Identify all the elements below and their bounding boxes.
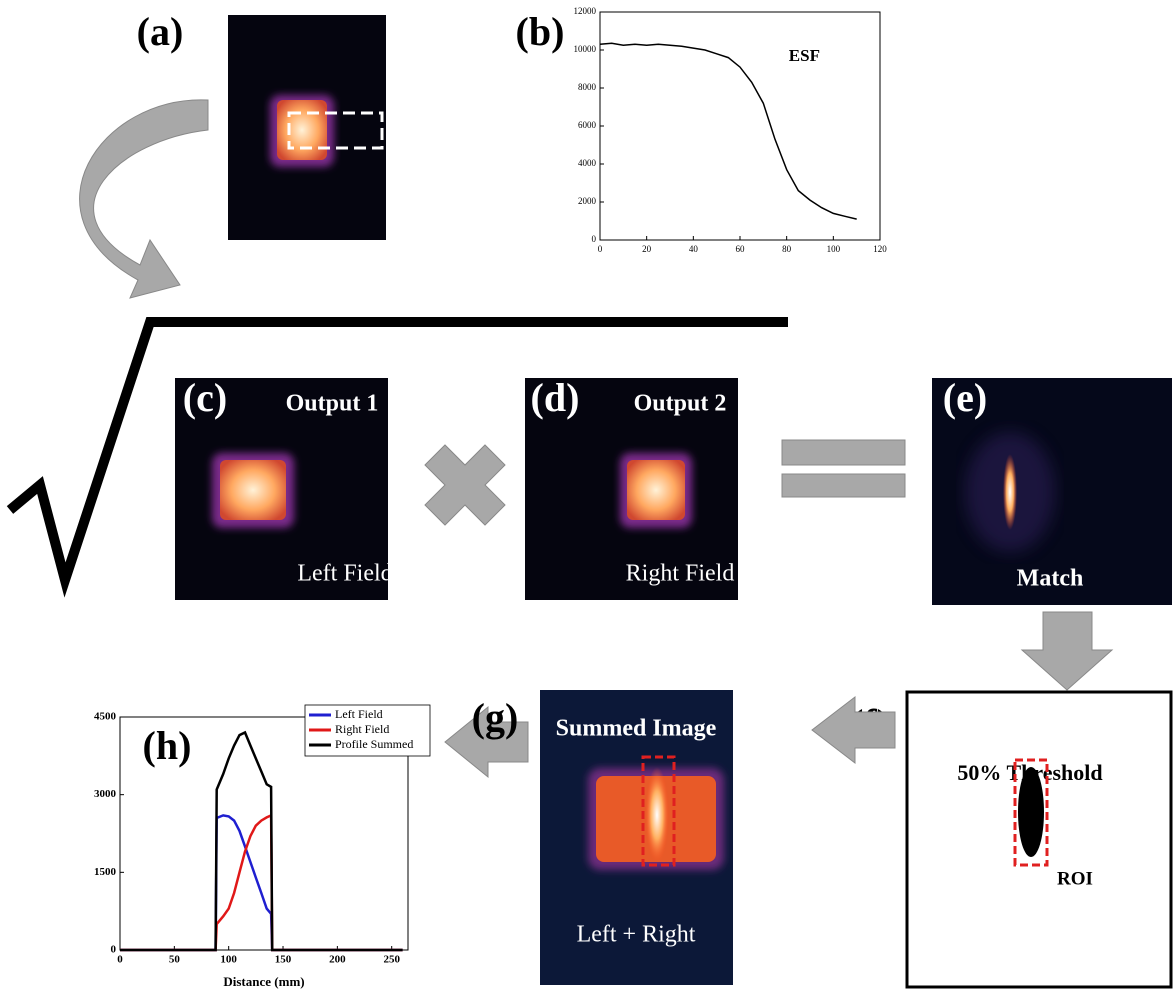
equals-sign — [782, 474, 905, 497]
x-tick-label: 60 — [736, 244, 746, 254]
y-tick-label: 2000 — [578, 196, 597, 206]
figure: (a) (b) (c) Output 1 Left Field (d) Outp… — [0, 0, 1174, 992]
panel-label: (e) — [943, 375, 987, 420]
legend-label: Right Field — [335, 722, 389, 736]
panel-label: (b) — [516, 9, 565, 54]
x-axis-label: Distance (mm) — [223, 974, 304, 989]
panel-label: (h) — [143, 723, 192, 768]
y-tick-label: 0 — [111, 944, 117, 956]
x-tick-label: 100 — [220, 954, 237, 966]
panel-label: (c) — [183, 375, 227, 420]
x-tick-label: 200 — [329, 954, 346, 966]
x-tick-label: 50 — [169, 954, 181, 966]
curved-arrow — [80, 100, 208, 298]
y-tick-label: 12000 — [574, 6, 597, 16]
x-tick-label: 80 — [782, 244, 792, 254]
legend-label: Profile Summed — [335, 737, 413, 751]
annotation: ESF — [789, 46, 820, 65]
image-title: Summed Image — [556, 716, 717, 742]
y-tick-label: 4000 — [578, 158, 597, 168]
x-tick-label: 120 — [873, 244, 887, 254]
times-sign — [425, 445, 505, 525]
threshold-region — [1018, 767, 1044, 857]
y-tick-label: 6000 — [578, 120, 597, 130]
x-tick-label: 0 — [117, 954, 123, 966]
x-tick-label: 20 — [642, 244, 652, 254]
line — [120, 815, 403, 950]
panel-label: (d) — [531, 375, 580, 420]
plot-frame — [600, 12, 880, 240]
line — [600, 43, 857, 219]
image-caption: Right Field — [626, 561, 735, 587]
x-tick-label: 0 — [598, 244, 603, 254]
arrow-down — [1022, 612, 1112, 690]
image-caption: Left Field — [297, 561, 392, 587]
image-title: Output 2 — [634, 391, 727, 417]
line — [120, 815, 403, 950]
y-tick-label: 4500 — [94, 711, 117, 723]
legend-label: Left Field — [335, 707, 383, 721]
y-tick-label: 1500 — [94, 866, 117, 878]
x-tick-label: 150 — [275, 954, 292, 966]
x-tick-label: 100 — [827, 244, 841, 254]
roi-label: ROI — [1057, 868, 1093, 889]
panel-label: (a) — [137, 9, 184, 54]
image-caption: Match — [1017, 566, 1084, 592]
equals-sign — [782, 440, 905, 465]
y-tick-label: 3000 — [94, 788, 117, 800]
y-tick-label: 10000 — [574, 44, 597, 54]
x-tick-label: 250 — [383, 954, 400, 966]
image-title: Output 1 — [286, 391, 379, 417]
y-tick-label: 8000 — [578, 82, 597, 92]
panel-label: (g) — [472, 695, 519, 740]
image-a — [228, 15, 386, 240]
image-caption: Left + Right — [577, 922, 696, 948]
y-tick-label: 0 — [592, 234, 597, 244]
x-tick-label: 40 — [689, 244, 699, 254]
